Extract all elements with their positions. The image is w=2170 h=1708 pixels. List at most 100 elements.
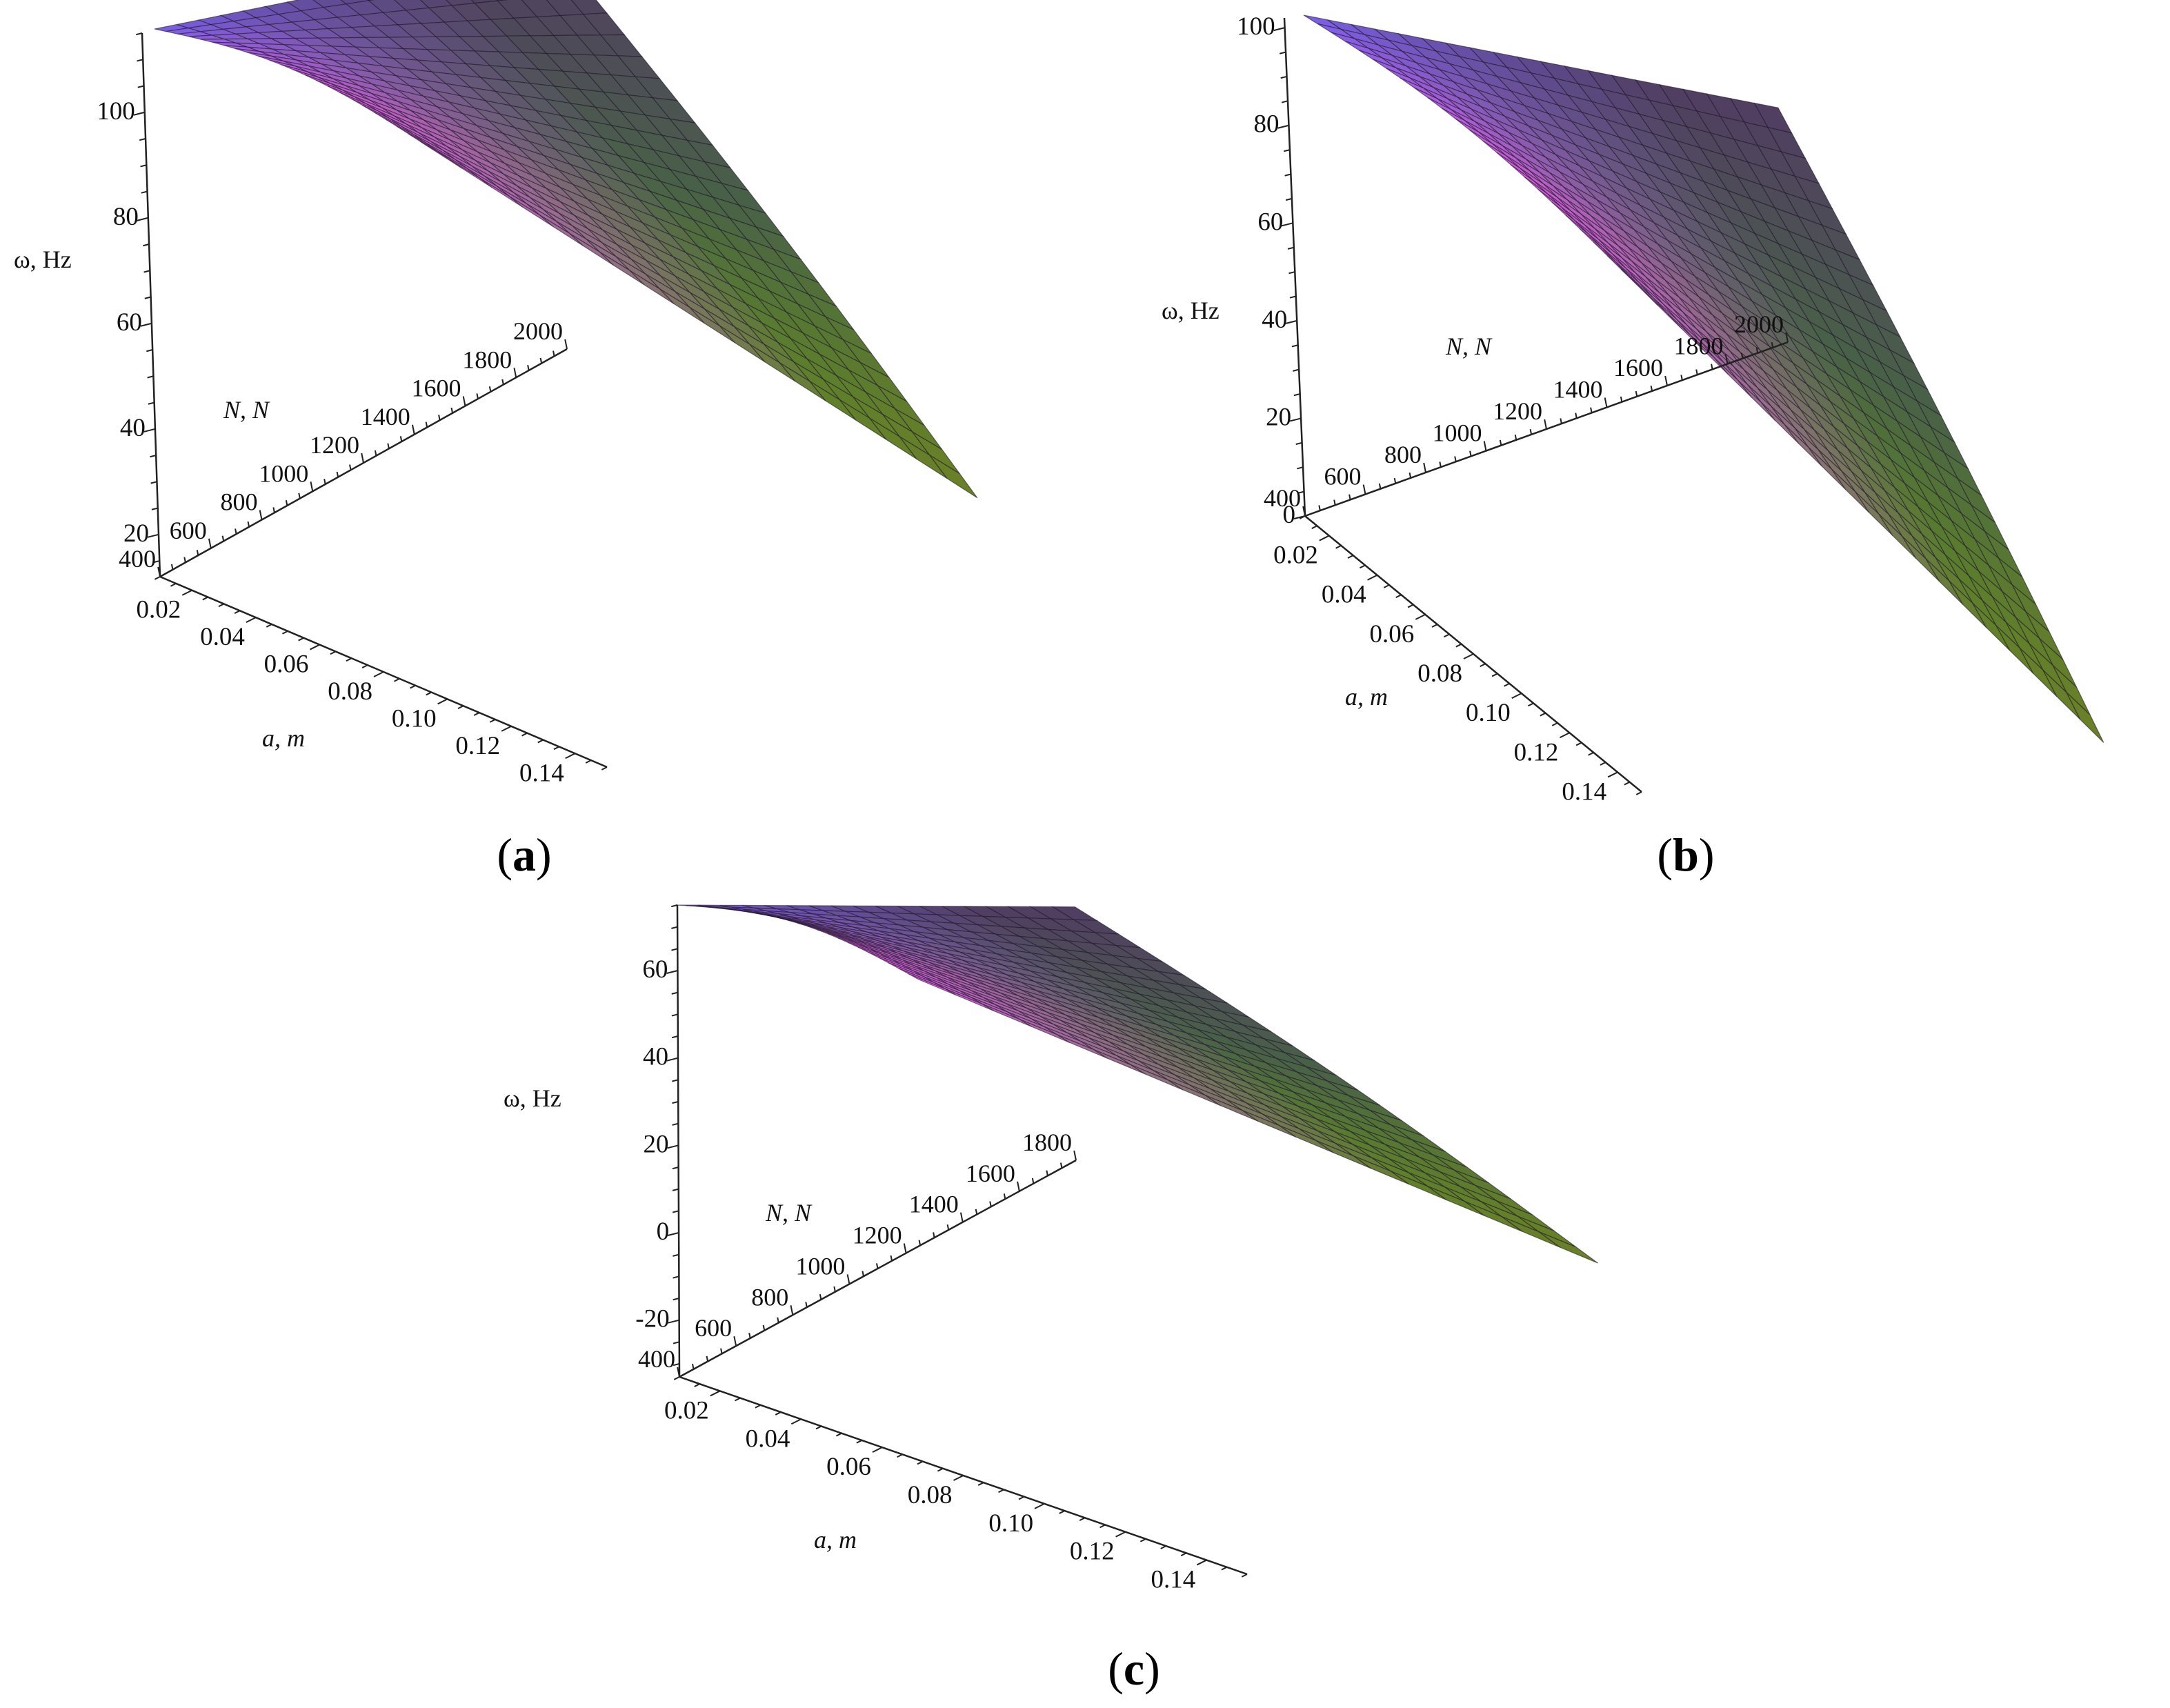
n-minor-tick [862,1271,864,1277]
n-major-tick [1362,484,1366,495]
z-tick-label: 80 [1253,110,1279,139]
n-minor-tick [285,499,288,506]
n-minor-tick [399,436,403,442]
z-tick-label: 20 [123,519,149,548]
z-axis-line [676,904,681,1378]
n-minor-tick [1514,434,1517,440]
z-minor-tick [672,1122,679,1126]
n-minor-tick [1046,1170,1048,1176]
z-minor-tick [672,1166,679,1170]
a-minor-tick [1299,515,1306,519]
a-axis-label: a, m [1345,683,1388,711]
a-major-tick [373,671,384,677]
n-minor-tick [692,1363,695,1369]
n-minor-tick [298,493,301,499]
n-minor-tick [1393,477,1397,484]
a-minor-tick [1635,791,1642,795]
z-major-tick [667,1232,679,1236]
a-minor-tick [298,637,304,642]
n-minor-tick [539,357,543,364]
n-minor-tick [1590,407,1593,413]
z-minor-tick [148,401,155,405]
z-minor-tick [671,948,678,951]
n-major-tick [157,566,161,577]
a-tick-label: 0.12 [455,732,500,760]
n-minor-tick [183,557,186,563]
z-minor-tick [1280,75,1287,79]
a-minor-tick [457,705,464,710]
a-tick-label: 0.12 [1070,1538,1115,1566]
a-tick-label: 0.02 [137,596,181,624]
n-minor-tick [989,1201,992,1207]
z-tick-label: 100 [1237,12,1275,41]
a-minor-tick [537,739,544,744]
z-tick-label: 40 [120,414,146,442]
n-minor-tick [349,464,352,470]
surface-cell [929,455,978,499]
z-minor-tick [1284,173,1291,177]
a-tick-label: 0.08 [328,677,372,706]
z-major-tick [140,322,152,327]
n-minor-tick [1575,413,1577,419]
a-major-tick [1415,613,1426,620]
n-minor-tick [527,365,530,371]
a-minor-tick [393,677,400,682]
n-axis-label: N, N [223,396,270,424]
z-minor-tick [1293,368,1300,372]
n-minor-tick [1469,450,1472,457]
n-minor-tick [1318,505,1321,511]
z-minor-tick [671,1035,679,1039]
a-tick-label: 0.08 [908,1481,953,1509]
a-minor-tick [1407,604,1414,608]
z-minor-tick [1285,197,1293,201]
a-minor-tick [1588,751,1594,756]
panel-b: 0 20 40 60 80 100 400 600 800 1000 1200 1400 1600 180… [1162,12,2104,881]
axes-a: 20 40 60 80 100 400 600 80010001200140016001800… [97,32,608,787]
z-tick-label: 20 [1266,403,1291,431]
a-minor-tick [202,596,208,601]
a-tick-label: 0.08 [1417,659,1462,688]
n-major-tick [1483,441,1487,451]
n-tick-label: 1400 [909,1191,959,1218]
n-major-tick [361,453,364,464]
a-minor-tick [361,664,368,668]
n-minor-tick [819,1293,822,1300]
a-minor-tick [1059,1510,1065,1514]
z-axis-label: ω, Hz [14,246,72,273]
n-minor-tick [1499,439,1502,446]
a-minor-tick [601,766,608,771]
a-major-tick [1319,535,1330,542]
a-minor-tick [281,630,288,635]
z-major-tick [147,533,159,538]
n-tick-label: 1400 [1553,376,1603,404]
a-tick-label: 0.12 [1514,738,1559,766]
n-minor-tick [1333,499,1336,506]
z-major-tick [668,1319,679,1324]
z-major-tick [1289,417,1302,422]
a-minor-tick [735,1397,741,1402]
a-tick-label: 0.06 [264,651,309,679]
n-tick-label: 1800 [1674,332,1724,360]
z-minor-tick [147,375,154,379]
a-minor-tick [1443,633,1450,638]
a-major-tick [1511,693,1522,699]
n-minor-tick [476,393,479,399]
z-tick-label: 0 [657,1218,670,1246]
n-minor-tick [1635,390,1638,397]
z-minor-tick [673,1298,679,1301]
n-tick-label: 600 [170,517,207,544]
a-minor-tick [1099,1524,1106,1529]
a-major-tick [1367,574,1378,581]
z-minor-tick [137,59,143,62]
n-tick-label: 400 [1264,484,1301,512]
z-major-tick [1273,27,1285,32]
a-minor-tick [154,576,161,580]
n-minor-tick [1711,364,1713,370]
a-minor-tick [937,1467,944,1472]
z-minor-tick [1289,295,1297,299]
a-major-tick [1607,771,1618,778]
a-major-tick [1115,1531,1126,1538]
panel-caption-letter: b [1673,828,1699,881]
n-major-tick [846,1274,850,1284]
